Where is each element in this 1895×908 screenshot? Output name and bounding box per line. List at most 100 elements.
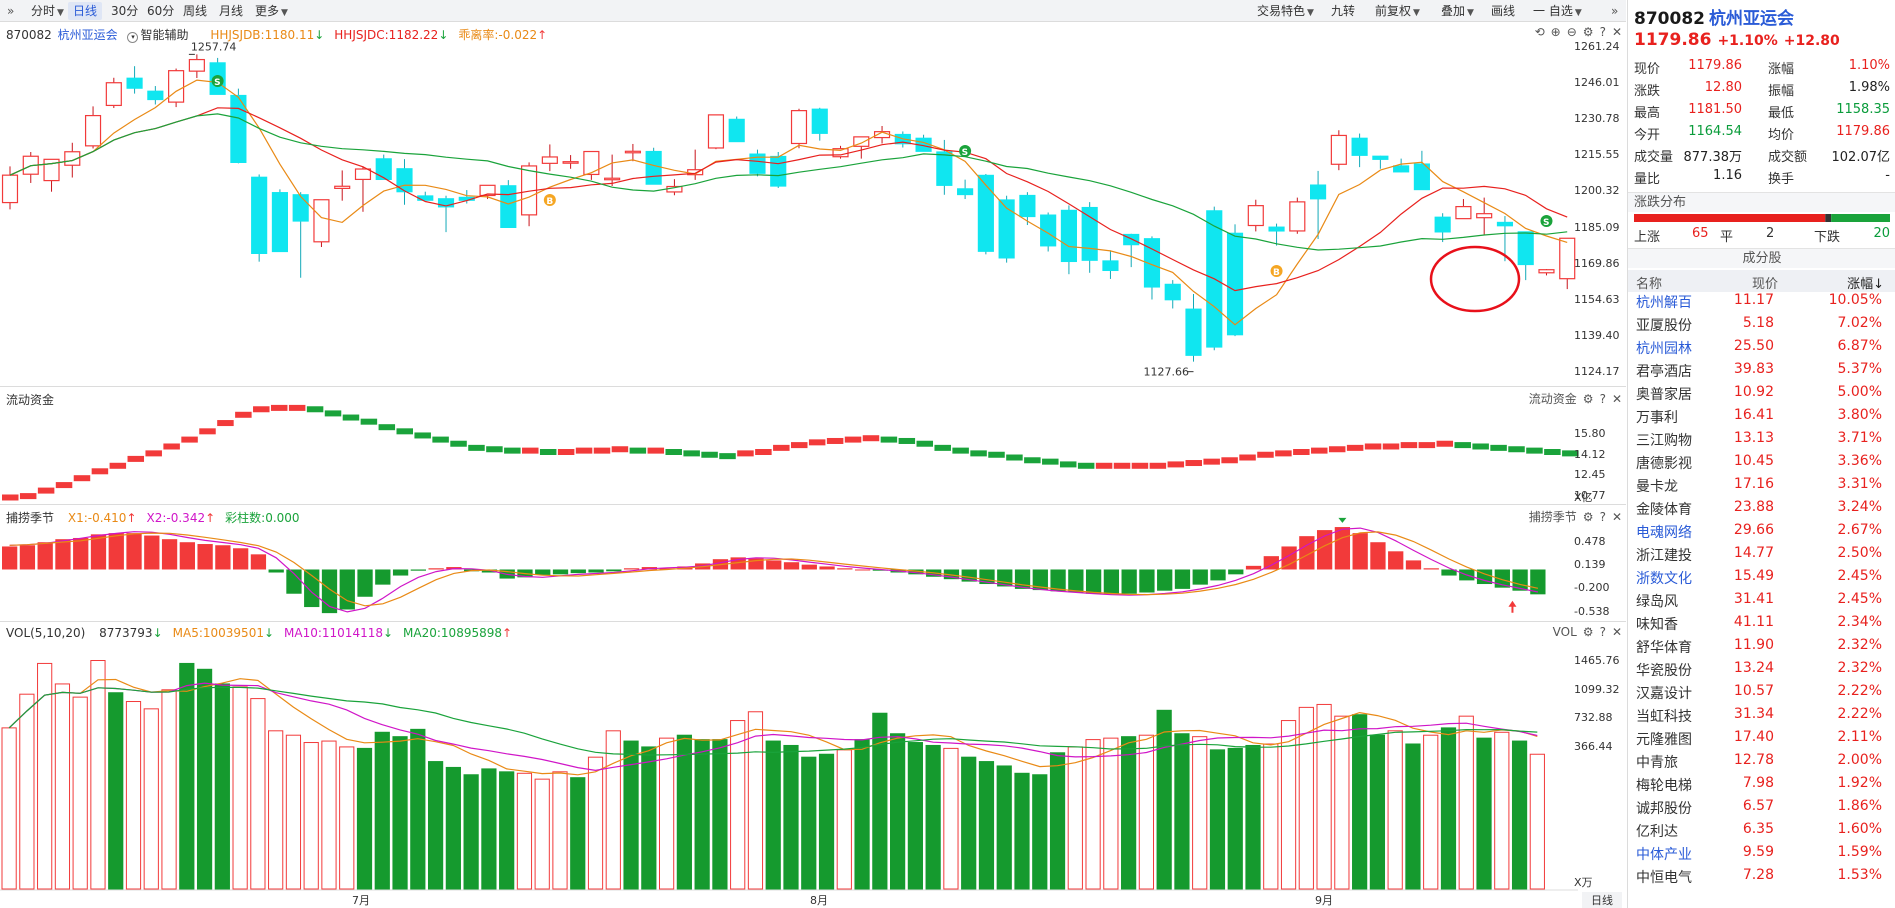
cons-name[interactable]: 亿利达 bbox=[1636, 824, 1678, 840]
close-icon[interactable]: ✕ bbox=[1611, 392, 1622, 406]
flow-pane[interactable]: 流动资金 流动资金 ⚙? ✕ 15.80 14.12 12.45 10.77 X亿 bbox=[0, 387, 1626, 505]
toolbar-action-1[interactable]: 九转 bbox=[1326, 2, 1360, 20]
cons-row[interactable]: 舒华体育 11.90 2.32% bbox=[1628, 637, 1895, 660]
toolbar-action-0[interactable]: 交易特色 ▼ bbox=[1252, 2, 1319, 20]
cons-row[interactable]: 君亭酒店 39.83 5.37% bbox=[1628, 361, 1895, 384]
capture-bar bbox=[659, 568, 675, 570]
assist-toggle[interactable]: ▾ 智能辅助 bbox=[127, 28, 198, 43]
cons-row[interactable]: 当虹科技 31.34 2.22% bbox=[1628, 706, 1895, 729]
cons-row[interactable]: 杭州园林 25.50 6.87% bbox=[1628, 338, 1895, 361]
settings-icon[interactable]: ⚙ bbox=[1582, 25, 1594, 39]
candlestick-chart[interactable]: 1257.74 1127.66 S S S B B bbox=[0, 22, 1626, 387]
cons-row[interactable]: 亚厦股份 5.18 7.02% bbox=[1628, 315, 1895, 338]
flow-bar bbox=[683, 450, 700, 457]
cons-name[interactable]: 唐德影视 bbox=[1636, 456, 1692, 472]
cons-row[interactable]: 绿岛风 31.41 2.45% bbox=[1628, 591, 1895, 614]
cons-row[interactable]: 华瓷股份 13.24 2.32% bbox=[1628, 660, 1895, 683]
close-icon[interactable]: ✕ bbox=[1611, 25, 1622, 39]
cons-name[interactable]: 中体产业 bbox=[1636, 847, 1692, 863]
toolbar-action-5[interactable]: 一 自选 ▼ bbox=[1528, 2, 1587, 20]
cons-row[interactable]: 万事利 16.41 3.80% bbox=[1628, 407, 1895, 430]
cons-row[interactable]: 中青旅 12.78 2.00% bbox=[1628, 752, 1895, 775]
zoom-in-icon[interactable]: ⊕ bbox=[1550, 25, 1561, 39]
cons-name[interactable]: 诚邦股份 bbox=[1636, 801, 1692, 817]
cons-name[interactable]: 杭州解百 bbox=[1636, 295, 1692, 311]
cons-name[interactable]: 亚厦股份 bbox=[1636, 318, 1692, 334]
cons-row[interactable]: 金陵体育 23.88 3.24% bbox=[1628, 499, 1895, 522]
zoom-out-icon[interactable]: ⊖ bbox=[1566, 25, 1577, 39]
cons-row[interactable]: 汉嘉设计 10.57 2.22% bbox=[1628, 683, 1895, 706]
cons-row[interactable]: 味知香 41.11 2.34% bbox=[1628, 614, 1895, 637]
cons-row[interactable]: 杭州解百 11.17 10.05% bbox=[1628, 292, 1895, 315]
cons-name[interactable]: 杭州园林 bbox=[1636, 341, 1692, 357]
refresh-icon[interactable]: ⟲ bbox=[1534, 25, 1545, 39]
collapse-right-icon[interactable]: » bbox=[1611, 4, 1619, 18]
period-tab-3[interactable]: 60分 bbox=[142, 2, 179, 20]
col-pct[interactable]: 涨幅↓ bbox=[1847, 277, 1884, 292]
period-tab-0[interactable]: 分时 ▼ bbox=[26, 2, 69, 20]
cons-name[interactable]: 金陵体育 bbox=[1636, 502, 1692, 518]
help-icon[interactable]: ? bbox=[1599, 25, 1606, 39]
cons-name[interactable]: 华瓷股份 bbox=[1636, 663, 1692, 679]
period-tab-5[interactable]: 月线 bbox=[214, 2, 248, 20]
volume-bar bbox=[1387, 730, 1403, 890]
close-icon[interactable]: ✕ bbox=[1611, 625, 1622, 639]
cons-name[interactable]: 味知香 bbox=[1636, 617, 1678, 633]
settings-icon[interactable]: ⚙ bbox=[1582, 510, 1594, 524]
settings-icon[interactable]: ⚙ bbox=[1582, 625, 1594, 639]
cons-name[interactable]: 舒华体育 bbox=[1636, 640, 1692, 656]
cons-name[interactable]: 中青旅 bbox=[1636, 755, 1678, 771]
candlestick-pane[interactable]: 1257.74 1127.66 S S S B B 870082 杭州亚运会 ▾ 智能辅助 H… bbox=[0, 22, 1626, 387]
cons-row[interactable]: 唐德影视 10.45 3.36% bbox=[1628, 453, 1895, 476]
period-tab-6[interactable]: 更多 ▼ bbox=[250, 2, 293, 20]
close-icon[interactable]: ✕ bbox=[1611, 510, 1622, 524]
help-icon[interactable]: ? bbox=[1599, 392, 1606, 406]
period-tab-4[interactable]: 周线 bbox=[178, 2, 212, 20]
cons-name[interactable]: 浙江建投 bbox=[1636, 548, 1692, 564]
cons-row[interactable]: 曼卡龙 17.16 3.31% bbox=[1628, 476, 1895, 499]
help-icon[interactable]: ? bbox=[1599, 625, 1606, 639]
cons-name[interactable]: 当虹科技 bbox=[1636, 709, 1692, 725]
toolbar-action-3[interactable]: 叠加 ▼ bbox=[1436, 2, 1479, 20]
cons-name[interactable]: 浙数文化 bbox=[1636, 571, 1692, 587]
cons-name[interactable]: 曼卡龙 bbox=[1636, 479, 1678, 495]
cons-row[interactable]: 元隆雅图 17.40 2.11% bbox=[1628, 729, 1895, 752]
period-tab-1[interactable]: 日线 bbox=[68, 2, 103, 20]
cons-name[interactable]: 绿岛风 bbox=[1636, 594, 1678, 610]
cons-name[interactable]: 汉嘉设计 bbox=[1636, 686, 1692, 702]
cons-row[interactable]: 三江购物 13.13 3.71% bbox=[1628, 430, 1895, 453]
flow-bar bbox=[127, 455, 145, 462]
cons-row[interactable]: 中恒电气 7.28 1.53% bbox=[1628, 867, 1895, 890]
cons-row[interactable]: 电魂网络 29.66 2.67% bbox=[1628, 522, 1895, 545]
cons-name[interactable]: 梅轮电梯 bbox=[1636, 778, 1692, 794]
help-icon[interactable]: ? bbox=[1599, 510, 1606, 524]
volume-pane[interactable]: VOL(5,10,20) 8773793↓ MA5:10039501↓ MA10:1… bbox=[0, 622, 1626, 908]
cons-row[interactable]: 梅轮电梯 7.98 1.92% bbox=[1628, 775, 1895, 798]
cons-row[interactable]: 诚邦股份 6.57 1.86% bbox=[1628, 798, 1895, 821]
candle-body bbox=[1226, 232, 1244, 336]
stock-name[interactable]: 杭州亚运会 bbox=[57, 28, 118, 42]
cons-name[interactable]: 元隆雅图 bbox=[1636, 732, 1692, 748]
settings-icon[interactable]: ⚙ bbox=[1582, 392, 1594, 406]
cons-row[interactable]: 中体产业 9.59 1.59% bbox=[1628, 844, 1895, 867]
cons-row[interactable]: 浙数文化 15.49 2.45% bbox=[1628, 568, 1895, 591]
cons-name[interactable]: 奥普家居 bbox=[1636, 387, 1692, 403]
period-tab-2[interactable]: 30分 bbox=[106, 2, 143, 20]
capture-pane[interactable]: 捕捞季节 X1:-0.410↑ X2:-0.342↑ 彩柱数:0.000 捕捞季节 ⚙… bbox=[0, 505, 1626, 622]
cons-row[interactable]: 亿利达 6.35 1.60% bbox=[1628, 821, 1895, 844]
col-name[interactable]: 名称 bbox=[1636, 277, 1663, 292]
cons-row[interactable]: 奥普家居 10.92 5.00% bbox=[1628, 384, 1895, 407]
collapse-left-icon[interactable]: » bbox=[7, 4, 15, 18]
toolbar-action-4[interactable]: 画线 bbox=[1486, 2, 1520, 20]
cons-row[interactable]: 浙江建投 14.77 2.50% bbox=[1628, 545, 1895, 568]
quote-name[interactable]: 杭州亚运会 bbox=[1708, 9, 1794, 29]
col-price[interactable]: 现价 bbox=[1752, 277, 1779, 292]
cons-name[interactable]: 君亭酒店 bbox=[1636, 364, 1692, 380]
cons-name[interactable]: 三江购物 bbox=[1636, 433, 1692, 449]
candle-body bbox=[998, 199, 1015, 259]
toolbar-action-2[interactable]: 前复权 ▼ bbox=[1370, 2, 1425, 20]
cons-name[interactable]: 中恒电气 bbox=[1636, 870, 1692, 886]
cons-name[interactable]: 电魂网络 bbox=[1636, 525, 1692, 541]
cons-price: 25.50 bbox=[1733, 338, 1774, 354]
cons-name[interactable]: 万事利 bbox=[1636, 410, 1678, 426]
